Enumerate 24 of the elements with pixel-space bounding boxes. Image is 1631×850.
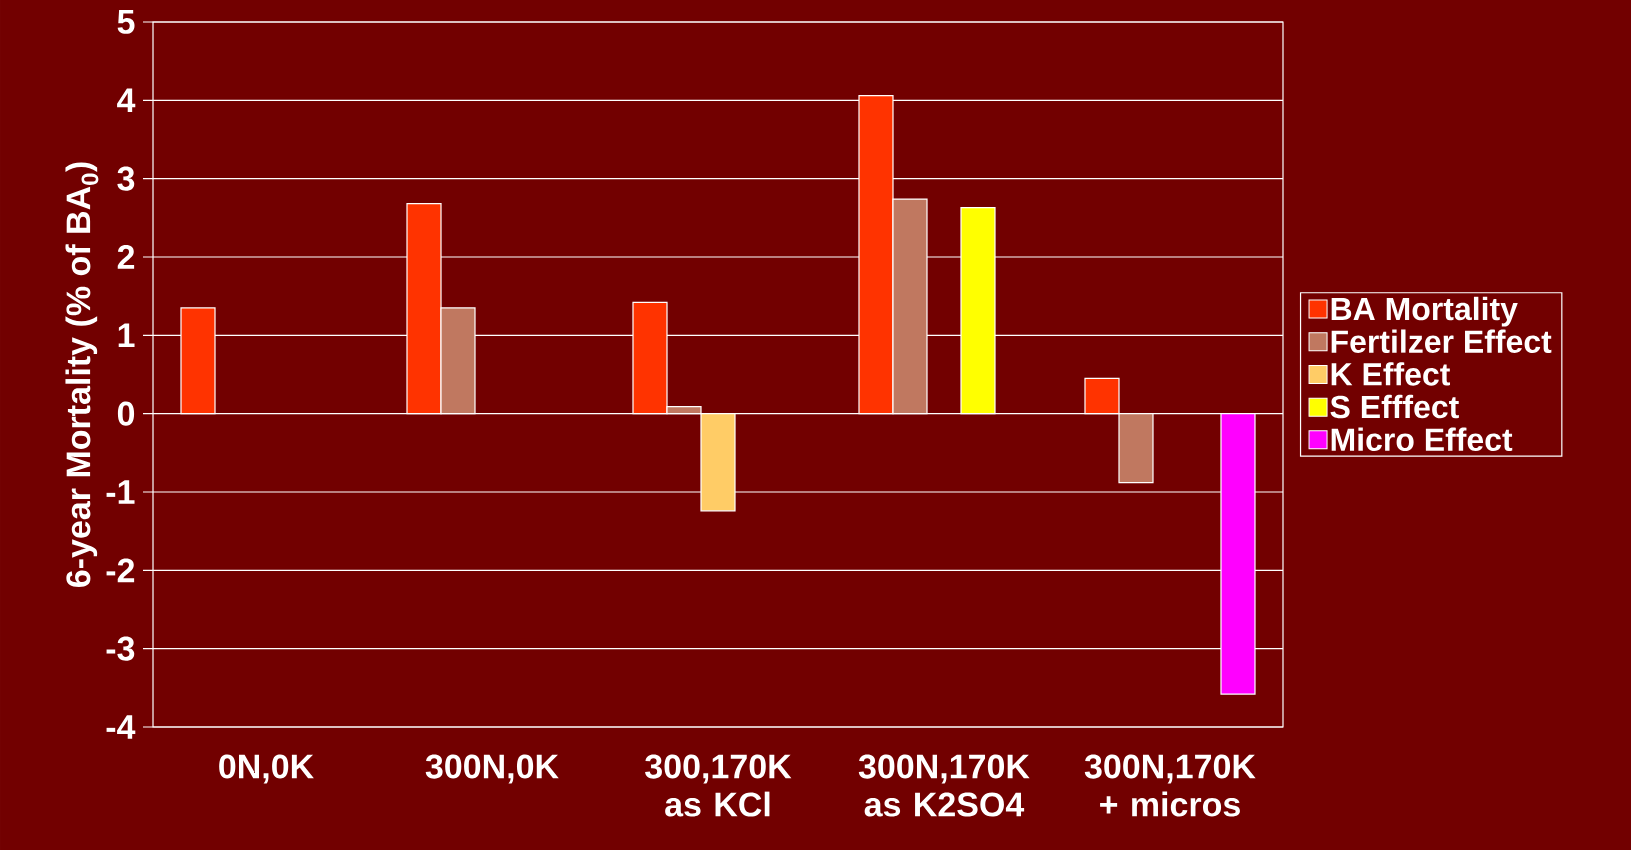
y-tick-label: 2 — [117, 245, 135, 269]
legend-label: BA Mortality — [1331, 296, 1518, 327]
x-tick-label: 300N,170K + micros — [1084, 754, 1256, 817]
y-tick-label: 3 — [117, 166, 135, 191]
y-axis-title: 6-year Mortality (% of BA$_{0}$) — [65, 162, 99, 587]
bar — [1220, 413, 1256, 695]
legend-label: Micro Effect — [1331, 427, 1513, 452]
legend-label: K Effect — [1331, 362, 1451, 386]
x-tick-label: 300N,0K — [425, 754, 559, 784]
y-tick-label: 0 — [117, 401, 135, 426]
y-tick-label: -3 — [106, 636, 135, 661]
x-tick-label: 0N,0K — [219, 754, 314, 784]
x-tick-label: 300,170K as KCl — [645, 754, 792, 817]
y-tick-label: 5 — [117, 10, 135, 34]
y-tick-label: -2 — [106, 558, 135, 583]
y-tick-label: 4 — [117, 88, 136, 113]
y-tick-label: -1 — [106, 480, 135, 504]
legend-label: Fertilzer Effect — [1331, 329, 1552, 353]
y-tick-label: 1 — [118, 323, 135, 348]
legend-label: S Efffect — [1330, 394, 1459, 419]
y-tick-label: -4 — [106, 715, 136, 739]
x-tick-label: 300N,170K as K2SO4 — [858, 754, 1030, 817]
bar — [180, 307, 216, 415]
bar — [960, 207, 996, 415]
